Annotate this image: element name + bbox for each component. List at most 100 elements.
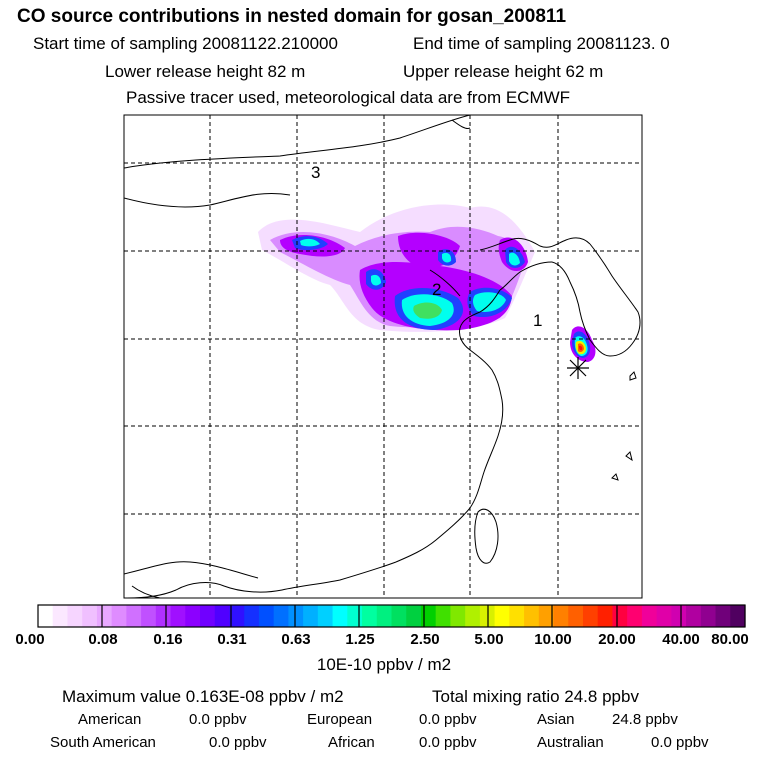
colorbar-swatch xyxy=(185,605,201,627)
colorbar-swatch xyxy=(82,605,98,627)
colorbar-swatch xyxy=(244,605,260,627)
plume-red-korea xyxy=(579,345,583,351)
colorbar-swatch xyxy=(214,605,231,627)
colorbar-swatch xyxy=(582,605,599,627)
border-ne xyxy=(451,119,471,129)
plume-cyan-west xyxy=(300,238,320,247)
colorbar-swatch xyxy=(494,605,510,627)
colorbar-swatch xyxy=(96,605,113,627)
colorbar-tick-1: 0.08 xyxy=(88,631,118,648)
colorbar-swatch xyxy=(686,605,702,627)
region-name-australian: Australian xyxy=(537,734,604,751)
colorbar-swatch xyxy=(420,605,437,627)
upper-release-height: Upper release height 62 m xyxy=(403,62,604,81)
region-value-european: 0.0 ppbv xyxy=(419,711,477,728)
colorbar-swatch xyxy=(524,605,540,627)
colorbar-swatch xyxy=(273,605,289,627)
max-value: Maximum value 0.163E-08 ppbv / m2 xyxy=(62,687,344,706)
plume-cyan-north xyxy=(442,252,452,263)
colorbar-tick-0: 0.00 xyxy=(15,631,45,648)
colorbar-unit: 10E-10 ppbv / m2 xyxy=(316,655,452,674)
coast-liaodong xyxy=(499,261,553,291)
colorbar-tick-2: 0.16 xyxy=(153,631,183,648)
map-background xyxy=(124,115,642,598)
region-value-south-american: 0.0 ppbv xyxy=(209,734,267,751)
colorbar-swatch xyxy=(141,605,157,627)
map-frame xyxy=(123,114,643,599)
japan-islet-1 xyxy=(629,371,637,381)
colorbar-swatch xyxy=(258,605,275,627)
colorbar-swatch xyxy=(538,605,555,627)
colorbar-swatch xyxy=(229,605,245,627)
colorbar-tick-10: 40.00 xyxy=(662,631,700,648)
border-sw2 xyxy=(131,585,161,598)
colorbar-swatch xyxy=(303,605,319,627)
region-name-south-american: South American xyxy=(50,734,156,751)
colorbar-swatch xyxy=(568,605,584,627)
colorbar-swatch xyxy=(170,605,186,627)
colorbar-swatch xyxy=(126,605,142,627)
border-korea-north xyxy=(479,237,591,251)
region-value-australian: 0.0 ppbv xyxy=(651,734,709,751)
map-label-3: 3 xyxy=(311,163,320,182)
colorbar-swatch xyxy=(671,605,687,627)
colorbar-swatch xyxy=(317,605,334,627)
colorbar-swatch xyxy=(38,605,54,627)
coast-korea xyxy=(551,243,641,357)
tracer-info: Passive tracer used, meteorological data… xyxy=(126,88,571,107)
sampling-end: End time of sampling 20081123. 0 xyxy=(413,34,670,53)
sampling-start: Start time of sampling 20081122.210000 xyxy=(33,34,338,53)
region-name-european: European xyxy=(307,711,373,728)
colorbar-swatch xyxy=(52,605,69,627)
colorbar-swatch xyxy=(730,605,746,627)
colorbar-tick-4: 0.63 xyxy=(281,631,311,648)
map-title: CO source contributions in nested domain… xyxy=(17,6,567,27)
region-value-american: 0.0 ppbv xyxy=(189,711,247,728)
colorbar-dividers xyxy=(101,605,682,627)
colorbar-swatch xyxy=(641,605,658,627)
colorbar-swatch xyxy=(435,605,452,627)
japan-islet-3 xyxy=(611,473,619,481)
colorbar-swatch xyxy=(465,605,481,627)
colorbar-frame xyxy=(37,604,746,628)
colorbar-swatch xyxy=(612,605,628,627)
total-mixing-ratio: Total mixing ratio 24.8 ppbv xyxy=(432,687,639,706)
colorbar-swatch xyxy=(700,605,717,627)
region-value-asian: 24.8 ppbv xyxy=(612,711,678,728)
colorbar-swatch xyxy=(627,605,643,627)
border-sw xyxy=(124,561,259,579)
colorbar xyxy=(38,605,746,627)
plume-green-central xyxy=(413,302,442,319)
region-value-african: 0.0 ppbv xyxy=(419,734,477,751)
colorbar-tick-11: 80.00 xyxy=(711,631,749,648)
coastlines xyxy=(124,115,641,598)
colorbar-swatch xyxy=(597,605,614,627)
region-name-american: American xyxy=(78,711,142,728)
colorbar-tick-7: 5.00 xyxy=(474,631,504,648)
colorbar-swatch xyxy=(509,605,525,627)
colorbar-swatch xyxy=(656,605,672,627)
colorbar-swatch xyxy=(200,605,216,627)
border-mongolia xyxy=(124,192,291,208)
coast-east-china xyxy=(395,289,504,563)
asterisk-icon xyxy=(567,357,589,379)
region-name-african: African xyxy=(328,734,375,751)
japan-islet-2 xyxy=(625,451,633,462)
colorbar-swatch xyxy=(450,605,466,627)
colorbar-swatch xyxy=(288,605,304,627)
map-label-2: 2 xyxy=(432,280,441,299)
colorbar-swatch xyxy=(111,605,127,627)
colorbar-tick-3: 0.31 xyxy=(217,631,247,648)
colorbar-tick-9: 20.00 xyxy=(598,631,636,648)
colorbar-swatch xyxy=(406,605,422,627)
map-label-1: 1 xyxy=(533,311,542,330)
colorbar-tick-6: 2.50 xyxy=(410,631,440,648)
colorbar-swatch xyxy=(391,605,407,627)
colorbar-swatch xyxy=(376,605,393,627)
border-north xyxy=(124,115,471,169)
region-name-asian: Asian xyxy=(537,711,575,728)
map-plot-area xyxy=(124,115,642,598)
colorbar-swatch xyxy=(362,605,378,627)
colorbar-swatch xyxy=(715,605,731,627)
colorbar-tick-8: 10.00 xyxy=(534,631,572,648)
